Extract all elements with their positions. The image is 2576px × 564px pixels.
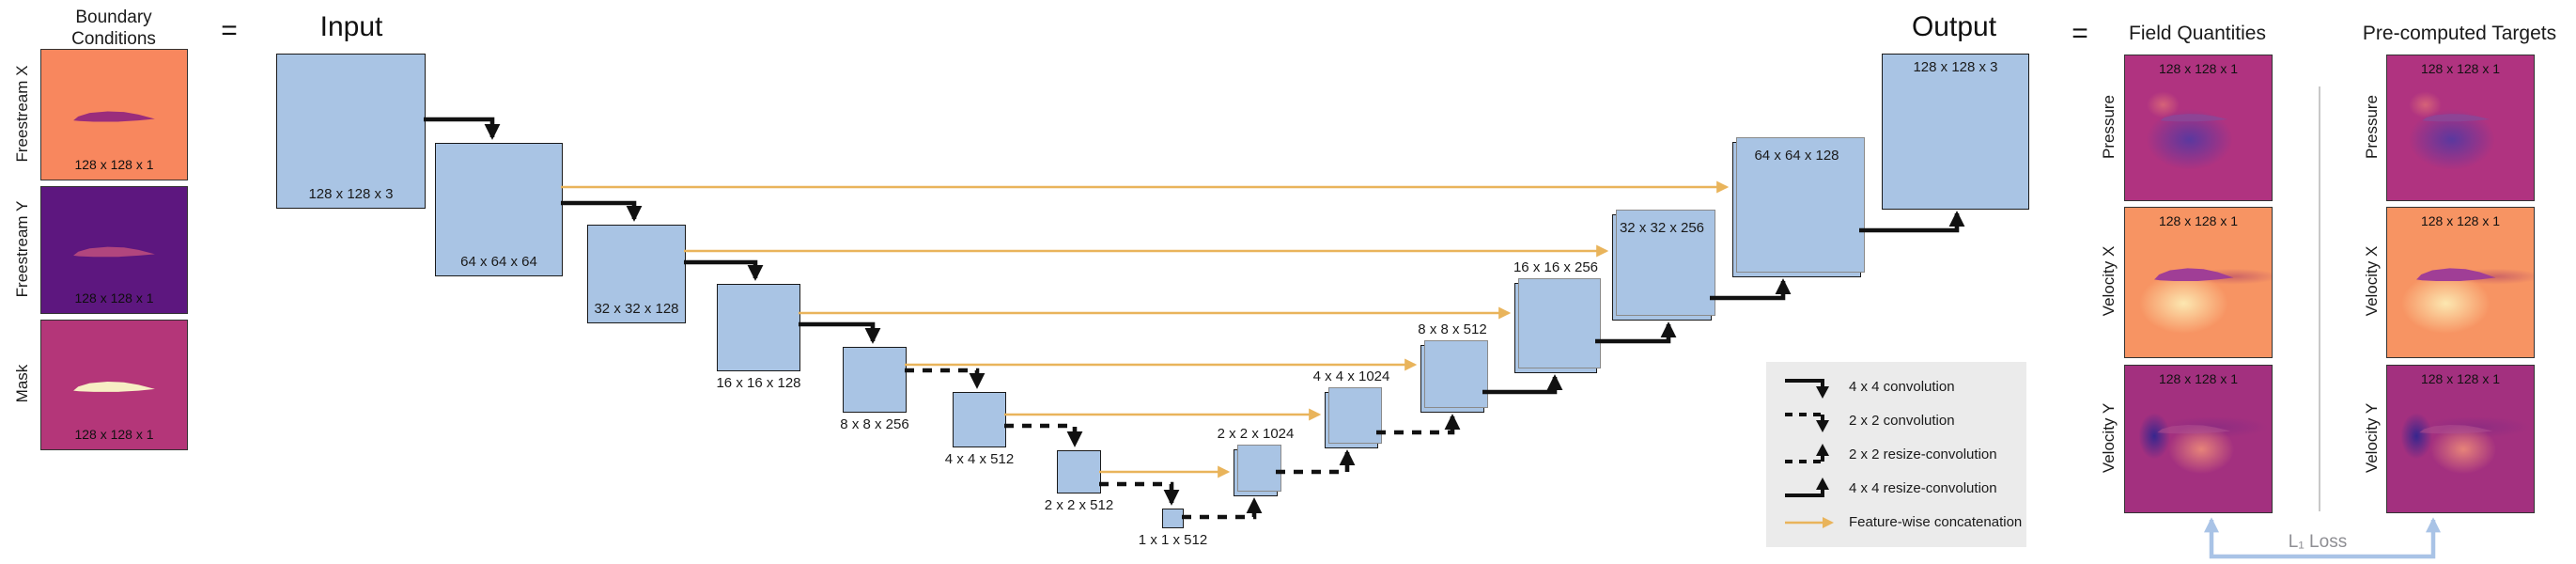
airfoil-shape [2160, 114, 2228, 122]
column-divider [2319, 86, 2320, 511]
airfoil-shape [2419, 424, 2493, 434]
resize-conv-4x4-icon [1785, 477, 1829, 497]
unet-box-enc-2: 2 x 2 x 512 [1045, 450, 1113, 513]
unet-box-dec-8: 8 x 8 x 512 [1418, 321, 1488, 413]
box-dims-label: 64 x 64 x 64 [460, 254, 537, 270]
equals-left: = [221, 15, 238, 46]
box-dims-label: 2 x 2 x 512 [1044, 497, 1114, 513]
legend-item-resize4: 4 x 4 resize-convolution [1783, 473, 2026, 504]
unet-box-enc-128: 128 x 128 x 3 [276, 54, 426, 209]
conv-2x2-icon [1785, 412, 1829, 432]
concatenation-icon [1785, 516, 1834, 528]
unet-box-dec-16: 16 x 16 x 256 [1513, 259, 1601, 373]
legend: 4 x 4 convolution 2 x 2 convolution 2 x … [1766, 362, 2026, 547]
unet-box-dec-64: 64 x 64 x 128 [1732, 137, 1865, 277]
freestream-x-label: Freestream X [13, 65, 31, 163]
mask-label: Mask [13, 364, 31, 403]
unet-box-enc-32: 32 x 32 x 128 [587, 225, 686, 323]
l1-loss-label: L₁ Loss [2288, 532, 2348, 552]
box-dims-label: 2 x 2 x 1024 [1217, 426, 1295, 442]
box-dims-label: 8 x 8 x 512 [1418, 321, 1487, 337]
output-title: Output [1911, 11, 1997, 42]
panel-dims: 128 x 128 x 1 [2420, 371, 2501, 386]
panel-dims: 128 x 128 x 1 [2158, 61, 2239, 76]
airfoil-shape [73, 382, 155, 392]
box-dims-label: 1 x 1 x 512 [1138, 532, 1208, 548]
legend-label: 2 x 2 resize-convolution [1849, 446, 1997, 462]
precomputed-targets-title: Pre-computed Targets [2362, 23, 2557, 44]
velocity-x-label: Velocity X [2100, 245, 2118, 317]
pressure-label: Pressure [2100, 94, 2118, 160]
unet-box-dec-4: 4 x 4 x 1024 [1313, 368, 1389, 448]
equals-right: = [2072, 18, 2088, 49]
airfoil-shape [2157, 424, 2231, 434]
mask-panel: 128 x 128 x 1 [40, 320, 188, 450]
freestream-y-label: Freestream Y [13, 200, 31, 298]
legend-label: 4 x 4 resize-convolution [1849, 480, 1997, 496]
unet-box-enc-8: 8 x 8 x 256 [840, 347, 909, 432]
panel-dims: 128 x 128 x 1 [2420, 213, 2501, 228]
box-dims-label: 4 x 4 x 1024 [1312, 368, 1390, 384]
box-dims-label: 16 x 16 x 256 [1513, 259, 1599, 275]
field-quantities-title: Field Quantities [2129, 23, 2266, 44]
freestream-y-panel: 128 x 128 x 1 [40, 186, 188, 314]
field-pressure-panel: 128 x 128 x 1 [2124, 55, 2273, 201]
unet-box-bottleneck: 1 x 1 x 512 [1139, 509, 1207, 548]
panel-dims: 128 x 128 x 1 [74, 157, 154, 172]
pressure-label: Pressure [2363, 94, 2381, 160]
input-title: Input [319, 11, 383, 42]
panel-dims: 128 x 128 x 1 [2420, 61, 2501, 76]
box-dims-label: 64 x 64 x 128 [1754, 148, 1839, 164]
airfoil-shape [2422, 114, 2491, 122]
velocity-y-label: Velocity Y [2100, 402, 2118, 474]
airfoil-shape [2416, 268, 2496, 282]
box-dims-label: 128 x 128 x 3 [1913, 59, 1998, 75]
airfoil-shape [2154, 268, 2234, 282]
unet-box-dec-32: 32 x 32 x 256 [1612, 210, 1715, 321]
target-pressure-panel: 128 x 128 x 1 [2386, 55, 2535, 201]
legend-item-concat: Feature-wise concatenation [1783, 507, 2026, 538]
airfoil-shape [73, 246, 155, 258]
legend-label: 4 x 4 convolution [1849, 379, 1955, 395]
field-velocity-x-panel: 128 x 128 x 1 [2124, 207, 2273, 358]
boundary-conditions-title: Boundary Conditions [71, 8, 156, 49]
target-velocity-y-panel: 128 x 128 x 1 [2386, 365, 2535, 513]
box-dims-label: 32 x 32 x 256 [1619, 220, 1705, 236]
box-dims-label: 4 x 4 x 512 [944, 451, 1015, 467]
unet-box-enc-64: 64 x 64 x 64 [435, 143, 563, 276]
box-dims-label: 32 x 32 x 128 [594, 301, 679, 317]
legend-item-resize2: 2 x 2 resize-convolution [1783, 439, 2026, 470]
unet-box-enc-4: 4 x 4 x 512 [945, 392, 1014, 467]
panel-dims: 128 x 128 x 1 [74, 290, 154, 306]
legend-item-conv2: 2 x 2 convolution [1783, 405, 2026, 436]
box-dims-label: 16 x 16 x 128 [716, 375, 801, 391]
box-dims-label: 8 x 8 x 256 [840, 416, 909, 432]
legend-item-conv4: 4 x 4 convolution [1783, 371, 2026, 402]
legend-label: 2 x 2 convolution [1849, 413, 1955, 429]
box-dims-label: 128 x 128 x 3 [308, 186, 394, 202]
panel-dims: 128 x 128 x 1 [74, 427, 154, 442]
unet-box-dec-2: 2 x 2 x 1024 [1218, 426, 1294, 496]
unet-box-output: 128 x 128 x 3 [1882, 54, 2029, 210]
target-velocity-x-panel: 128 x 128 x 1 [2386, 207, 2535, 358]
unet-box-enc-16: 16 x 16 x 128 [716, 284, 801, 391]
legend-label: Feature-wise concatenation [1849, 514, 2023, 530]
conv-2x2-arrows [905, 368, 1180, 506]
velocity-y-label: Velocity Y [2363, 402, 2381, 474]
panel-dims: 128 x 128 x 1 [2158, 213, 2239, 228]
resize-conv-2x2-icon [1785, 443, 1829, 463]
panel-dims: 128 x 128 x 1 [2158, 371, 2239, 386]
airfoil-shape [73, 111, 155, 122]
velocity-x-label: Velocity X [2363, 245, 2381, 317]
conv-4x4-icon [1785, 378, 1829, 399]
field-velocity-y-panel: 128 x 128 x 1 [2124, 365, 2273, 513]
freestream-x-panel: 128 x 128 x 1 [40, 49, 188, 180]
